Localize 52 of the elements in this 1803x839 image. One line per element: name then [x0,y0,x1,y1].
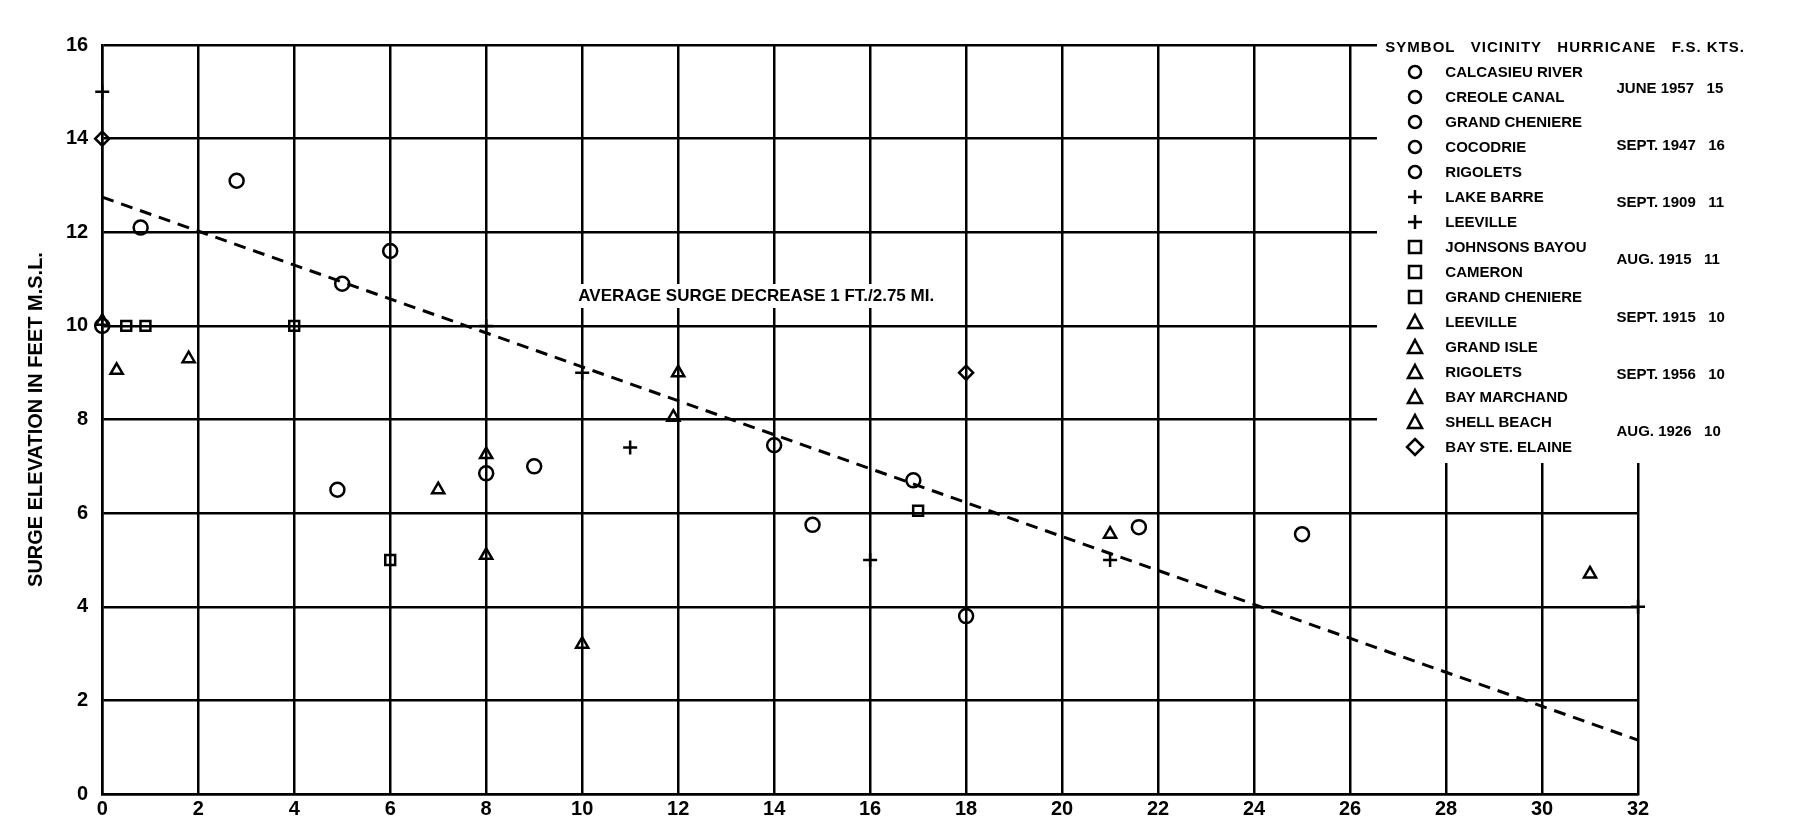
x-tick-label: 22 [1146,796,1170,819]
y-tick-label: 16 [66,32,89,55]
legend-label: LEEVILLE [1445,312,1518,332]
legend-title: SYMBOL VICINITY HURRICANE F.S. KTS. [1385,37,1745,57]
legend-label: JOHNSONS BAYOU [1445,237,1587,257]
annotation: SEPT. 1915 10 [1616,306,1725,327]
legend-label: CAMERON [1445,262,1523,282]
annotation: AVERAGE SURGE DECREASE 1 FT./2.75 MI. [578,285,935,305]
annotation: AUG. 1926 10 [1616,420,1722,441]
legend-label: LEEVILLE [1445,212,1518,232]
y-tick-label: 10 [66,313,89,336]
legend-label: GRAND CHENIERE [1445,112,1583,132]
legend-label: BAY MARCHAND [1445,387,1568,407]
legend-label: CALCASIEU RIVER [1445,62,1583,82]
legend-label: RIGOLETS [1445,162,1523,182]
x-tick-label: 8 [480,796,492,819]
x-tick-label: 2 [192,796,204,819]
y-tick-label: 6 [77,500,89,523]
annotation: AUG. 1915 11 [1616,249,1721,270]
x-tick-label: 14 [763,796,787,819]
legend-label: GRAND ISLE [1445,337,1538,357]
x-tick-label: 12 [667,796,690,819]
y-tick-label: 8 [77,407,89,430]
y-axis-title: SURGE ELEVATION IN FEET M.S.L. [23,252,46,587]
legend-label: SHELL BEACH [1445,412,1552,432]
annotation: SEPT. 1909 11 [1616,192,1725,213]
x-tick-label: 20 [1050,796,1074,819]
legend-label: RIGOLETS [1445,362,1523,382]
legend-label: GRAND CHENIERE [1445,287,1583,307]
x-tick-label: 16 [859,796,882,819]
x-tick-label: 4 [288,796,301,819]
legend-label: LAKE BARRE [1445,187,1544,207]
legend-label: BAY STE. ELAINE [1445,437,1573,457]
x-tick-label: 0 [96,796,108,819]
annotation: JUNE 1957 15 [1616,78,1725,99]
y-tick-label: 2 [77,687,89,710]
x-tick-label: 28 [1434,796,1458,819]
x-tick-label: 18 [954,796,978,819]
x-tick-label: 32 [1626,796,1650,819]
y-tick-label: 0 [77,781,89,804]
legend-label: COCODRIE [1445,137,1527,157]
y-tick-label: 12 [66,219,89,242]
x-tick-label: 6 [384,796,396,819]
legend-label: CREOLE CANAL [1445,87,1565,107]
y-tick-label: 4 [77,594,90,617]
x-tick-label: 26 [1338,796,1362,819]
x-tick-label: 30 [1530,796,1554,819]
x-tick-label: 10 [571,796,594,819]
annotation: SEPT. 1956 10 [1616,363,1725,384]
x-tick-label: 24 [1242,796,1267,819]
annotation: SEPT. 1947 16 [1616,135,1725,156]
y-tick-label: 14 [66,126,90,149]
